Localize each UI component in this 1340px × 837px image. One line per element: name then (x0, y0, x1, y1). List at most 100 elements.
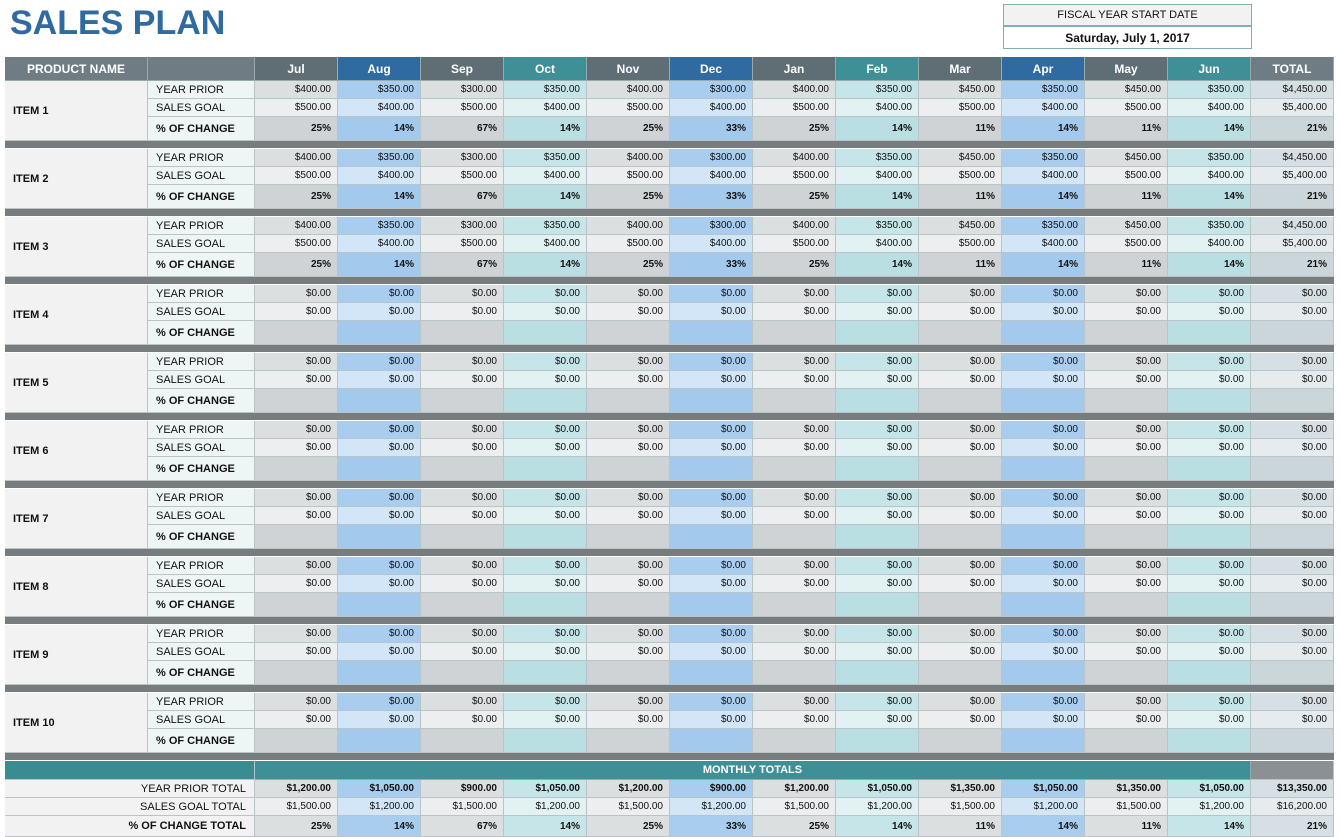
row-label: YEAR PRIOR (148, 421, 255, 439)
value-cell: 25% (587, 185, 670, 209)
value-cell (1168, 729, 1251, 753)
total-cell: 25% (587, 816, 670, 837)
value-cell: $0.00 (919, 693, 1002, 711)
value-cell: $400.00 (587, 81, 670, 99)
value-cell: $350.00 (1168, 81, 1251, 99)
value-cell (1168, 321, 1251, 345)
value-cell (919, 525, 1002, 549)
value-cell: $0.00 (753, 353, 836, 371)
value-cell: $0.00 (1168, 421, 1251, 439)
row-label: YEAR PRIOR (148, 693, 255, 711)
value-cell (753, 729, 836, 753)
value-cell: $0.00 (1251, 643, 1334, 661)
separator (5, 549, 1334, 556)
value-cell: $500.00 (753, 167, 836, 185)
value-cell: $0.00 (836, 557, 919, 575)
total-cell: 25% (255, 816, 338, 837)
value-cell: $400.00 (338, 167, 421, 185)
value-cell: $0.00 (836, 693, 919, 711)
value-cell (670, 389, 753, 413)
value-cell: $0.00 (587, 625, 670, 643)
value-cell: $0.00 (587, 353, 670, 371)
value-cell (919, 321, 1002, 345)
fiscal-label: FISCAL YEAR START DATE (1003, 4, 1252, 26)
value-cell: 25% (587, 253, 670, 277)
value-cell (255, 457, 338, 481)
value-cell: $0.00 (670, 643, 753, 661)
value-cell: $400.00 (504, 235, 587, 253)
value-cell: $0.00 (504, 711, 587, 729)
row-label: YEAR PRIOR (148, 217, 255, 235)
totals-band (1251, 761, 1334, 780)
value-cell: $350.00 (504, 149, 587, 167)
separator (5, 209, 1334, 216)
row-label: SALES GOAL (148, 643, 255, 661)
value-cell: $0.00 (1168, 711, 1251, 729)
value-cell: $0.00 (421, 303, 504, 321)
value-cell: $0.00 (753, 285, 836, 303)
row-label: SALES GOAL (148, 167, 255, 185)
value-cell (753, 321, 836, 345)
row-label: SALES GOAL (148, 507, 255, 525)
value-cell: $0.00 (1251, 711, 1334, 729)
value-cell (670, 457, 753, 481)
row-label: YEAR PRIOR (148, 557, 255, 575)
value-cell (255, 729, 338, 753)
value-cell: $0.00 (1168, 285, 1251, 303)
row-label: SALES GOAL (148, 303, 255, 321)
row-label: SALES GOAL (148, 711, 255, 729)
value-cell: $450.00 (1085, 81, 1168, 99)
value-cell: $350.00 (338, 81, 421, 99)
value-cell: $400.00 (753, 149, 836, 167)
value-cell: $0.00 (587, 693, 670, 711)
value-cell: $300.00 (670, 81, 753, 99)
value-cell: $0.00 (670, 285, 753, 303)
value-cell: $0.00 (1002, 421, 1085, 439)
value-cell (836, 457, 919, 481)
value-cell: $0.00 (919, 421, 1002, 439)
value-cell: $400.00 (255, 149, 338, 167)
row-label: YEAR PRIOR (148, 625, 255, 643)
value-cell: $0.00 (255, 371, 338, 389)
item-name: ITEM 3 (5, 217, 148, 277)
total-cell: $1,500.00 (255, 798, 338, 816)
total-cell: $1,200.00 (753, 780, 836, 798)
value-cell: $0.00 (338, 489, 421, 507)
value-cell (670, 321, 753, 345)
value-cell: $0.00 (504, 303, 587, 321)
value-cell: $0.00 (1002, 303, 1085, 321)
value-cell: $500.00 (753, 99, 836, 117)
value-cell: $0.00 (421, 285, 504, 303)
value-cell (1168, 457, 1251, 481)
value-cell: $500.00 (421, 99, 504, 117)
header-cell: Feb (836, 57, 919, 81)
value-cell: $0.00 (1085, 439, 1168, 457)
value-cell: $0.00 (670, 371, 753, 389)
value-cell: $350.00 (1002, 217, 1085, 235)
value-cell: $500.00 (1085, 167, 1168, 185)
value-cell: 14% (1002, 185, 1085, 209)
row-label: YEAR PRIOR (148, 489, 255, 507)
item-name: ITEM 4 (5, 285, 148, 345)
value-cell: $0.00 (753, 507, 836, 525)
value-cell: 14% (338, 253, 421, 277)
value-cell: $0.00 (338, 693, 421, 711)
value-cell: $0.00 (504, 353, 587, 371)
value-cell: $0.00 (255, 625, 338, 643)
value-cell: $0.00 (1251, 507, 1334, 525)
value-cell: 14% (338, 185, 421, 209)
value-cell: 25% (587, 117, 670, 141)
value-cell: $0.00 (919, 371, 1002, 389)
value-cell: $350.00 (504, 217, 587, 235)
value-cell: $500.00 (421, 167, 504, 185)
value-cell: $0.00 (1168, 303, 1251, 321)
value-cell: 11% (919, 117, 1002, 141)
value-cell (504, 525, 587, 549)
value-cell: $0.00 (255, 575, 338, 593)
value-cell: $300.00 (421, 81, 504, 99)
value-cell: $0.00 (1085, 507, 1168, 525)
value-cell: $0.00 (1251, 439, 1334, 457)
value-cell: $0.00 (1251, 625, 1334, 643)
value-cell: $0.00 (919, 285, 1002, 303)
value-cell: $0.00 (919, 353, 1002, 371)
